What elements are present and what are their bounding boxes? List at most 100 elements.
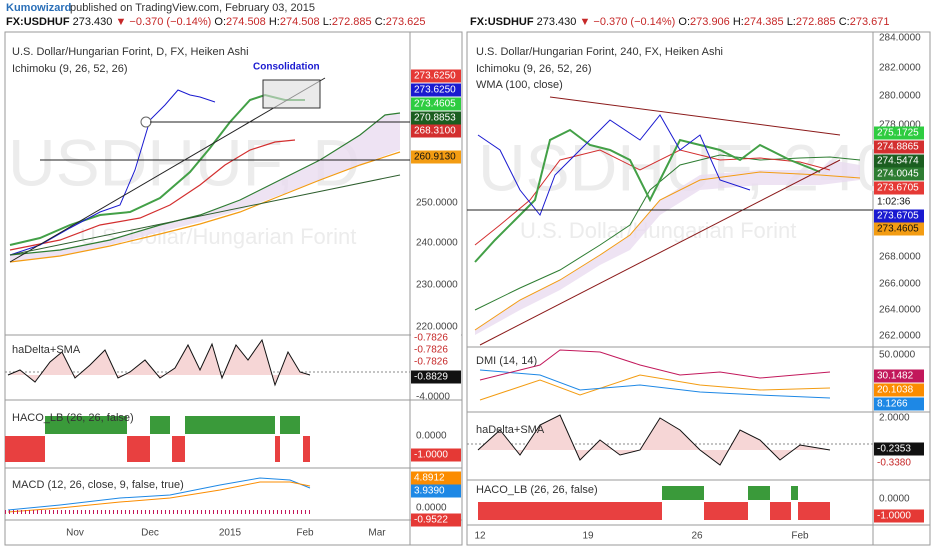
- price-tag: [874, 369, 924, 383]
- time-label: 19: [582, 531, 594, 542]
- price-tag: [874, 126, 924, 140]
- axis-label: 262.0000: [879, 331, 921, 342]
- price-tag: [874, 509, 924, 523]
- price-tag-label: -0.7826: [414, 333, 448, 344]
- price-tag: [874, 181, 924, 195]
- axis-label: 282.0000: [879, 63, 921, 74]
- quote-part: C:: [375, 16, 386, 28]
- time-label: 26: [691, 531, 703, 542]
- price-tag-label: 275.1725: [877, 128, 919, 139]
- price-tag: [411, 83, 461, 97]
- price-tag-label: 3.9390: [414, 486, 445, 497]
- price-tag: [411, 111, 461, 125]
- price-tag-label: -0.7826: [414, 345, 448, 356]
- quote-part: FX:USDHUF: [470, 16, 534, 28]
- pane-title: haDelta+SMA: [12, 344, 81, 356]
- quote-part: FX:USDHUF: [6, 16, 70, 28]
- price-tag: [874, 209, 924, 223]
- price-tag-label: -0.2353: [877, 444, 911, 455]
- axis-label: 250.0000: [416, 198, 458, 209]
- axis-label: 50.0000: [879, 350, 916, 361]
- price-tag: [411, 97, 461, 111]
- price-tag: [411, 343, 461, 357]
- price-tag-label: -0.9522: [414, 515, 448, 526]
- quote-part: 273.671: [850, 16, 890, 28]
- published: published on TradingView.com, February 0…: [70, 2, 315, 14]
- pane-title: MACD (12, 26, close, 9, false, true): [12, 479, 184, 491]
- watermark: USDHUF, D: [8, 125, 360, 199]
- price-tag-label: -0.8829: [414, 372, 448, 383]
- price-tag: [874, 383, 924, 397]
- time-label: 2015: [219, 528, 242, 539]
- quote-part: O:: [678, 16, 690, 28]
- price-tag-label: 260.9130: [414, 152, 456, 163]
- quote-part: 273.430: [537, 16, 577, 28]
- price-tag: [411, 471, 461, 485]
- time-label: Nov: [66, 528, 84, 539]
- watermark-sub: U.S. Dollar/Hungarian Forint: [520, 218, 796, 243]
- quote-part: 274.508: [226, 16, 266, 28]
- annotation: Consolidation: [253, 62, 320, 73]
- time-label: Feb: [791, 531, 809, 542]
- axis-label: 0.0000: [879, 494, 910, 505]
- axis-label: 284.0000: [879, 33, 921, 44]
- axis-label: 0.0000: [416, 431, 447, 442]
- author[interactable]: Kumowizard: [6, 2, 71, 14]
- price-tag: [411, 513, 461, 527]
- price-tag: [874, 195, 924, 209]
- price-tag-label: 273.6250: [414, 71, 456, 82]
- price-tag-label: 30.1482: [877, 371, 914, 382]
- pane-title: haDelta+SMA: [476, 424, 545, 436]
- pane-title: DMI (14, 14): [476, 355, 537, 367]
- time-label: Dec: [141, 528, 159, 539]
- quote-part: L:: [323, 16, 332, 28]
- axis-label: 278.0000: [879, 120, 921, 131]
- price-tag-label: 4.8912: [414, 473, 445, 484]
- price-tag: [874, 397, 924, 411]
- quote-part: 273.906: [690, 16, 730, 28]
- axis-label: 0.0000: [416, 503, 447, 514]
- price-tag-label: 273.6250: [414, 85, 456, 96]
- price-tag: [411, 331, 461, 345]
- axis-label: -4.0000: [416, 392, 450, 403]
- quote-part: 273.430: [73, 16, 113, 28]
- price-tag: [411, 370, 461, 384]
- time-label: 12: [474, 531, 486, 542]
- price-tag: [411, 484, 461, 498]
- time-label: Mar: [368, 528, 386, 539]
- pane-title: HACO_LB (26, 26, false): [476, 484, 598, 496]
- price-tag: [874, 222, 924, 236]
- price-tag-label: 20.1038: [877, 385, 914, 396]
- indicator-title: WMA (100, close): [476, 79, 563, 91]
- quote-part: 274.385: [744, 16, 784, 28]
- price-tag: [874, 140, 924, 154]
- price-tag: [411, 69, 461, 83]
- price-tag: [874, 167, 924, 181]
- time-label: Feb: [296, 528, 314, 539]
- left-quote: FX:USDHUF 273.430 ▼ −0.370 (−0.14%) O:27…: [6, 16, 425, 28]
- price-tag-label: 273.4605: [877, 224, 919, 235]
- axis-label: 266.0000: [879, 279, 921, 290]
- quote-part: ▼ −0.370 (−0.14%): [115, 16, 211, 28]
- quote-part: 272.885: [332, 16, 372, 28]
- quote-part: O:: [214, 16, 226, 28]
- left-chart: USDHUF, D U.S. Dollar/Hungarian Forint C…: [4, 31, 463, 546]
- axis-label: 230.0000: [416, 280, 458, 291]
- indicator-title: Ichimoku (9, 26, 52, 26): [12, 63, 128, 75]
- price-tag-label: 8.1266: [877, 399, 908, 410]
- price-tag-label: 274.8865: [877, 142, 919, 153]
- quote-part: 274.508: [280, 16, 320, 28]
- quote-part: H:: [269, 16, 280, 28]
- axis-label: 2.0000: [879, 413, 910, 424]
- price-tag-label: 270.8853: [414, 113, 456, 124]
- price-tag-label: 268.3100: [414, 126, 456, 137]
- price-tag-label: 273.4605: [414, 99, 456, 110]
- right-chart: USDHUF, 240 U.S. Dollar/Hungarian Forint…: [466, 31, 931, 546]
- price-tag-label: -1.0000: [414, 450, 448, 461]
- axis-label: 280.0000: [879, 91, 921, 102]
- price-tag-label: -1.0000: [877, 511, 911, 522]
- quote-part: 273.625: [386, 16, 426, 28]
- price-tag: [411, 355, 461, 369]
- quote-part: ▼ −0.370 (−0.14%): [579, 16, 675, 28]
